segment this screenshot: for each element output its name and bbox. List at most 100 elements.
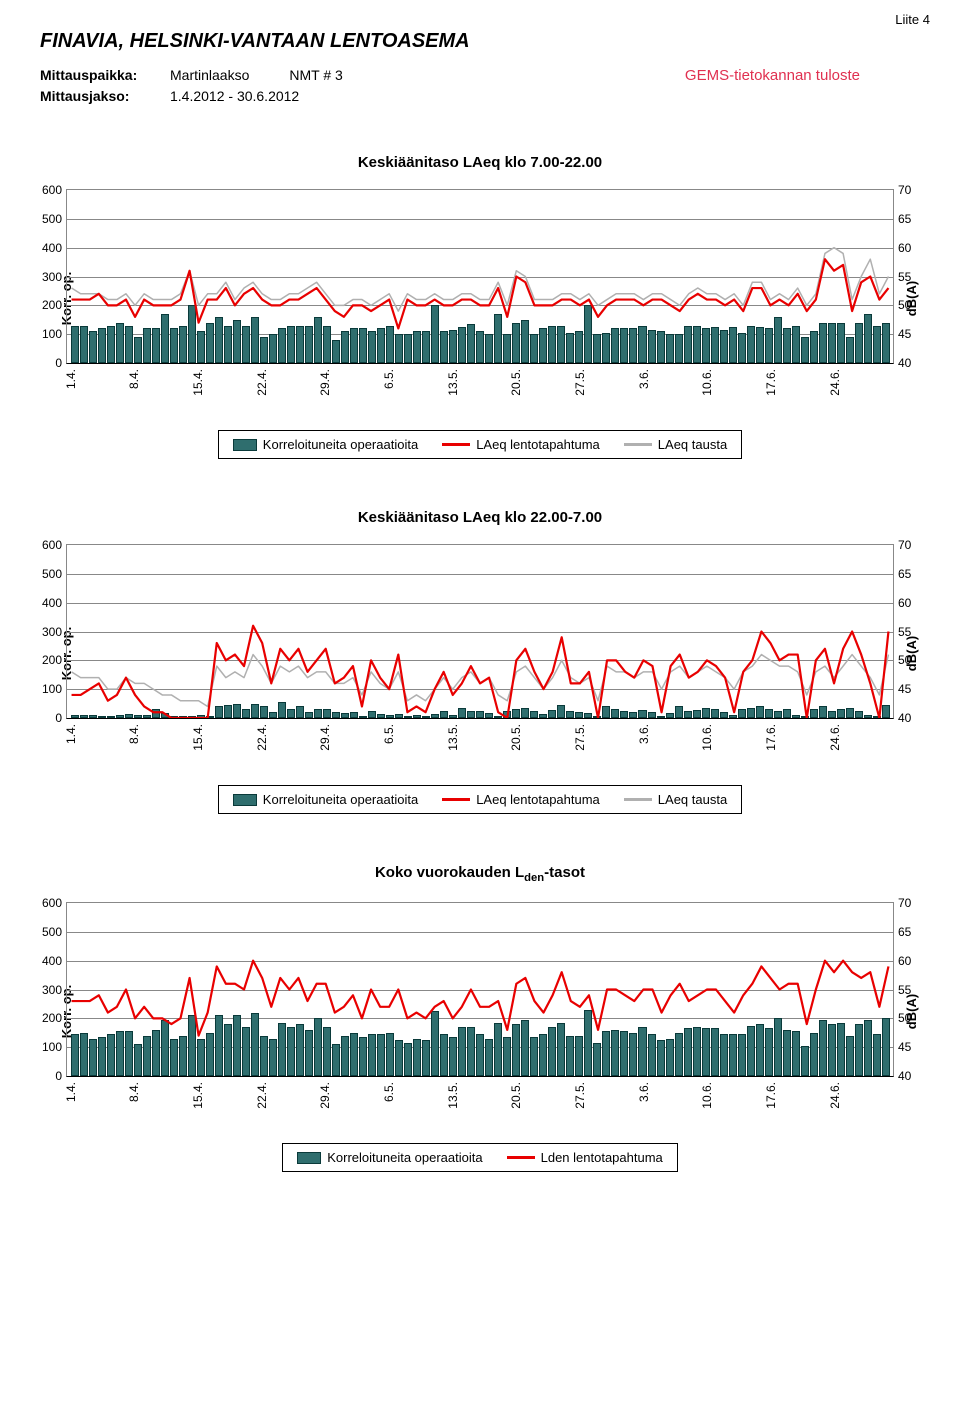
ytick-left: 200 xyxy=(42,654,67,666)
xtick: 13.5. xyxy=(446,1082,460,1109)
ytick-right: 45 xyxy=(893,1041,911,1053)
xtick: 6.5. xyxy=(382,369,396,389)
xtick: 29.4. xyxy=(318,1082,332,1109)
meta-row-paikka: Mittauspaikka: Martinlaakso NMT # 3 GEMS… xyxy=(40,67,920,84)
meta-row-jakso: Mittausjakso: 1.4.2012 - 30.6.2012 xyxy=(40,88,920,104)
charts-container: Keskiäänitaso LAeq klo 7.00-22.00Korr. o… xyxy=(40,154,920,1172)
ytick-right: 45 xyxy=(893,328,911,340)
xtick: 29.4. xyxy=(318,369,332,396)
swatch-bar-icon xyxy=(233,794,257,806)
lines-layer xyxy=(67,903,893,1076)
xtick: 24.6. xyxy=(828,1082,842,1109)
xtick: 27.5. xyxy=(573,724,587,751)
legend-item: LAeq lentotapahtuma xyxy=(442,792,600,807)
lines-layer xyxy=(67,190,893,363)
ytick-right: 60 xyxy=(893,597,911,609)
chart-night: Keskiäänitaso LAeq klo 22.00-7.00Korr. o… xyxy=(40,509,920,814)
legend-text: LAeq tausta xyxy=(658,792,727,807)
gems-note: GEMS-tietokannan tuloste xyxy=(685,67,860,84)
swatch-bar-icon xyxy=(233,439,257,451)
xtick: 3.6. xyxy=(637,724,651,744)
chart-title: Keskiäänitaso LAeq klo 7.00-22.00 xyxy=(40,154,920,171)
line-red xyxy=(72,961,889,1036)
x-ticks: 1.4.8.4.15.4.22.4.29.4.6.5.13.5.20.5.27.… xyxy=(66,719,894,763)
xtick: 20.5. xyxy=(509,724,523,751)
swatch-line-red-icon xyxy=(442,798,470,801)
ytick-left: 100 xyxy=(42,683,67,695)
xtick: 20.5. xyxy=(509,369,523,396)
ytick-left: 200 xyxy=(42,1012,67,1024)
plot-area: 040100452005030055400605006560070 xyxy=(66,544,894,719)
ytick-left: 300 xyxy=(42,984,67,996)
xtick: 20.5. xyxy=(509,1082,523,1109)
x-ticks: 1.4.8.4.15.4.22.4.29.4.6.5.13.5.20.5.27.… xyxy=(66,364,894,408)
xtick: 3.6. xyxy=(637,1082,651,1102)
org-title: FINAVIA, HELSINKI-VANTAAN LENTOASEMA xyxy=(40,30,920,53)
ytick-right: 60 xyxy=(893,955,911,967)
ytick-left: 500 xyxy=(42,926,67,938)
ytick-left: 500 xyxy=(42,568,67,580)
legend-text: Lden lentotapahtuma xyxy=(541,1150,663,1165)
xtick: 13.5. xyxy=(446,724,460,751)
ytick-left: 500 xyxy=(42,213,67,225)
xtick: 29.4. xyxy=(318,724,332,751)
legend-item: Korreloituneita operaatioita xyxy=(297,1150,482,1165)
ytick-left: 300 xyxy=(42,626,67,638)
xtick: 15.4. xyxy=(191,369,205,396)
legend-text: LAeq tausta xyxy=(658,437,727,452)
xtick: 22.4. xyxy=(255,369,269,396)
chart-lden: Koko vuorokauden Lden-tasotKorr. op.0401… xyxy=(40,864,920,1172)
xtick: 10.6. xyxy=(700,369,714,396)
xtick: 10.6. xyxy=(700,1082,714,1109)
ytick-left: 400 xyxy=(42,955,67,967)
ytick-left: 100 xyxy=(42,328,67,340)
legend-item: LAeq lentotapahtuma xyxy=(442,437,600,452)
swatch-bar-icon xyxy=(297,1152,321,1164)
legend-text: LAeq lentotapahtuma xyxy=(476,437,600,452)
xtick: 17.6. xyxy=(764,1082,778,1109)
ytick-right: 70 xyxy=(893,539,911,551)
ytick-right: 60 xyxy=(893,242,911,254)
mittauspaikka-value: Martinlaakso xyxy=(170,67,249,83)
ytick-right: 65 xyxy=(893,568,911,580)
xtick: 6.5. xyxy=(382,1082,396,1102)
nmt-value: NMT # 3 xyxy=(289,67,342,83)
line-tausta xyxy=(72,655,889,707)
legend-item: Korreloituneita operaatioita xyxy=(233,792,418,807)
ytick-left: 400 xyxy=(42,597,67,609)
xtick: 1.4. xyxy=(64,724,78,744)
header: Liite 4 FINAVIA, HELSINKI-VANTAAN LENTOA… xyxy=(40,30,920,104)
ytick-right: 65 xyxy=(893,213,911,225)
ytick-right: 45 xyxy=(893,683,911,695)
xtick: 17.6. xyxy=(764,724,778,751)
legend-item: LAeq tausta xyxy=(624,792,727,807)
appendix-label: Liite 4 xyxy=(895,12,930,27)
xtick: 24.6. xyxy=(828,724,842,751)
ytick-right: 40 xyxy=(893,1070,911,1082)
ytick-right: 70 xyxy=(893,897,911,909)
xtick: 15.4. xyxy=(191,724,205,751)
ytick-left: 400 xyxy=(42,242,67,254)
xtick: 1.4. xyxy=(64,369,78,389)
ytick-left: 600 xyxy=(42,184,67,196)
ytick-left: 600 xyxy=(42,897,67,909)
ytick-right: 70 xyxy=(893,184,911,196)
xtick: 8.4. xyxy=(127,1082,141,1102)
legend-text: Korreloituneita operaatioita xyxy=(263,792,418,807)
xtick: 3.6. xyxy=(637,369,651,389)
ytick-right: 40 xyxy=(893,712,911,724)
xtick: 8.4. xyxy=(127,369,141,389)
swatch-line-red-icon xyxy=(507,1156,535,1159)
ytick-right: 65 xyxy=(893,926,911,938)
swatch-line-grey-icon xyxy=(624,798,652,801)
legend-text: Korreloituneita operaatioita xyxy=(327,1150,482,1165)
lines-layer xyxy=(67,545,893,718)
legend-text: Korreloituneita operaatioita xyxy=(263,437,418,452)
mittausjakso-label: Mittausjakso: xyxy=(40,88,170,104)
ytick-left: 200 xyxy=(42,299,67,311)
chart-day: Keskiäänitaso LAeq klo 7.00-22.00Korr. o… xyxy=(40,154,920,459)
xtick: 22.4. xyxy=(255,1082,269,1109)
legend-item: Korreloituneita operaatioita xyxy=(233,437,418,452)
xtick: 13.5. xyxy=(446,369,460,396)
xtick: 6.5. xyxy=(382,724,396,744)
